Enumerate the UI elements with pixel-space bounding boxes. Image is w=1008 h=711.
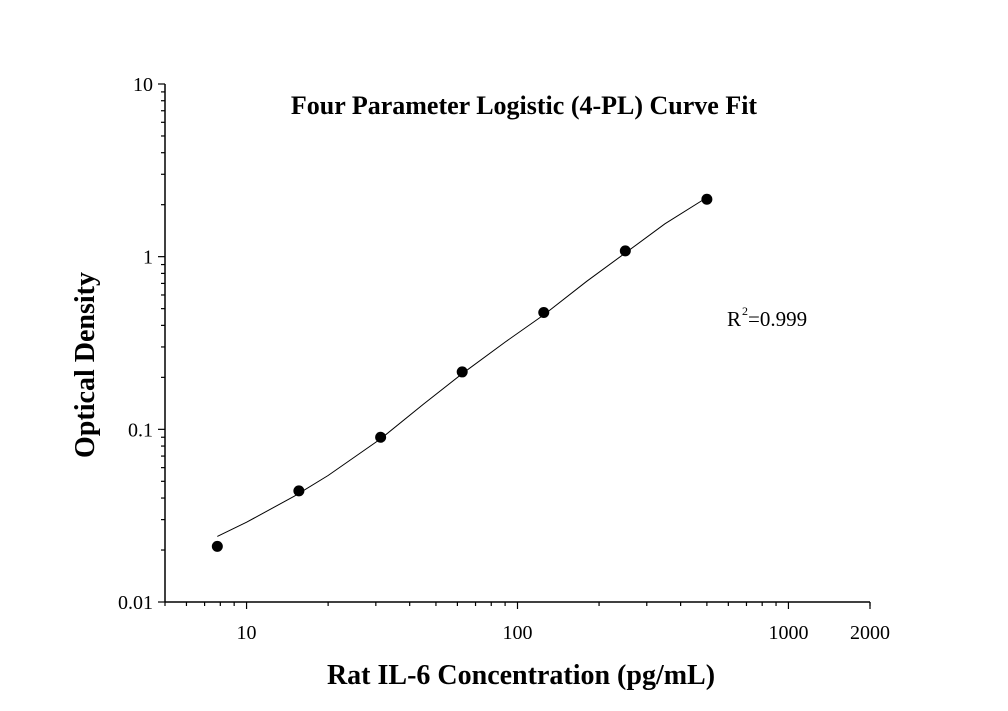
y-tick-label: 1 — [143, 247, 153, 269]
data-point — [538, 306, 550, 318]
x-tick-label: 2000 — [850, 622, 890, 644]
chart-title: Four Parameter Logistic (4-PL) Curve Fit — [291, 91, 758, 120]
data-points — [211, 193, 713, 552]
data-point — [211, 540, 223, 552]
axes — [164, 84, 870, 603]
r2-superscript: 2 — [742, 304, 748, 318]
data-point — [701, 193, 713, 205]
x-tick-label: 10 — [237, 622, 257, 644]
y-tick-label: 0.1 — [128, 419, 153, 441]
r-squared-annotation: R 2 =0.999 — [727, 304, 807, 331]
tick-labels: 0.01 0.1 1 10 10 100 1000 2000 — [118, 74, 890, 644]
data-point — [456, 366, 468, 378]
data-point — [619, 245, 631, 257]
x-tick-label: 1000 — [768, 622, 808, 644]
x-tick-label: 100 — [503, 622, 533, 644]
x-axis-title: Rat IL-6 Concentration (pg/mL) — [327, 660, 715, 691]
y-axis-title: Optical Density — [70, 272, 101, 458]
data-point — [375, 431, 387, 443]
r2-value: =0.999 — [748, 307, 807, 331]
ticks — [158, 83, 871, 609]
r2-label: R — [727, 307, 741, 331]
data-point — [293, 485, 305, 497]
y-tick-label: 10 — [133, 74, 153, 96]
y-tick-label: 0.01 — [118, 592, 153, 614]
